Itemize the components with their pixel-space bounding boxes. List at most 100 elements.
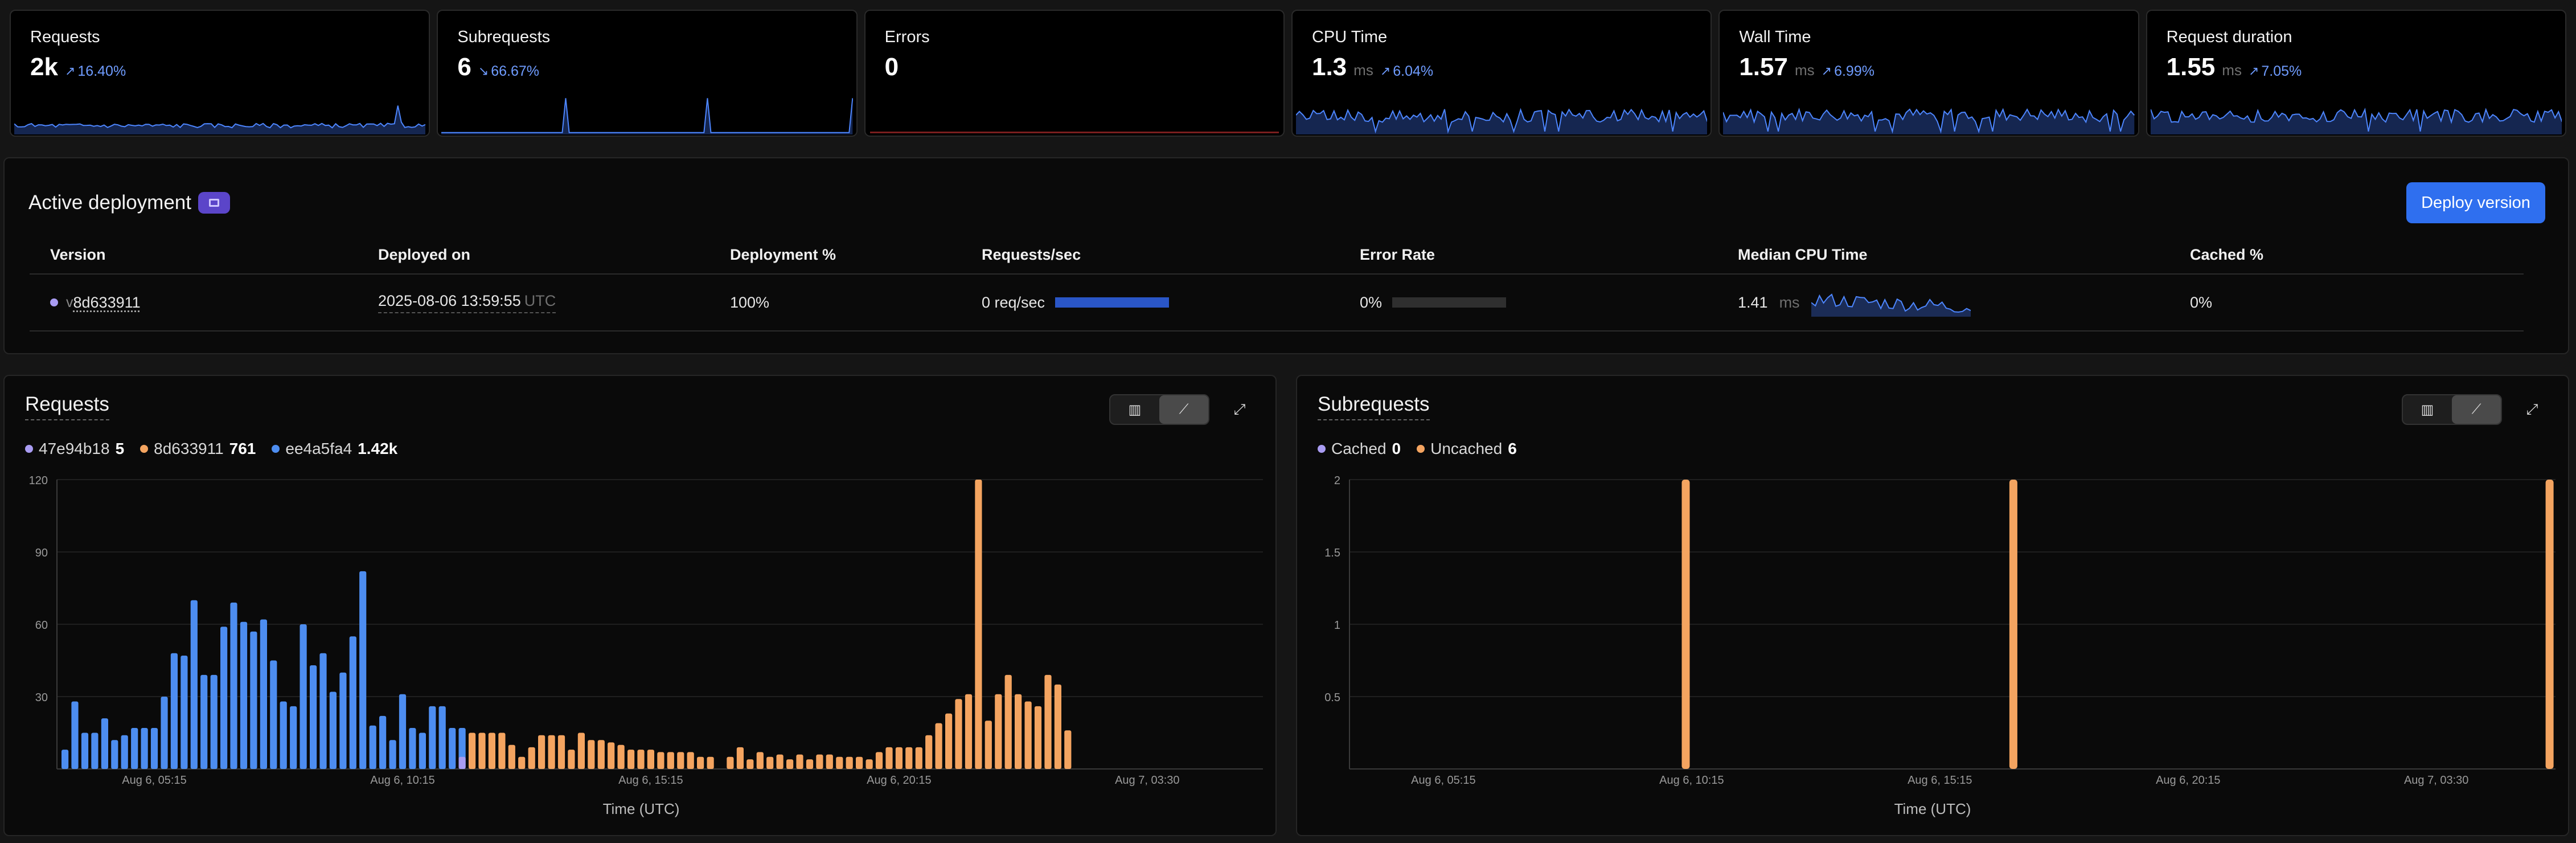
deployment-percent: 100% bbox=[730, 293, 770, 311]
chart-title[interactable]: Subrequests bbox=[1318, 393, 1430, 420]
bar bbox=[1054, 684, 1061, 769]
table-row: v 8d633911 2025-08-06 13:59:55 UTC 100% 0… bbox=[30, 275, 2524, 332]
metric-value: 2k bbox=[30, 53, 58, 81]
version-link[interactable]: 8d633911 bbox=[73, 293, 141, 311]
trend-value: 16.40% bbox=[77, 63, 126, 79]
x-tick-label: Aug 7, 03:30 bbox=[2404, 774, 2468, 787]
cached-percent: 0% bbox=[2190, 293, 2213, 311]
bar bbox=[111, 740, 118, 769]
bar bbox=[647, 750, 654, 769]
bar bbox=[657, 752, 664, 769]
bar bbox=[617, 744, 625, 769]
sparkline-area bbox=[1295, 109, 1708, 134]
bar bbox=[796, 754, 803, 769]
deploy-version-button[interactable]: Deploy version bbox=[2406, 182, 2545, 223]
sparkline-line bbox=[1295, 108, 1708, 134]
bar-chart-icon[interactable]: ▥ bbox=[1128, 402, 1142, 418]
x-tick-label: Aug 6, 05:15 bbox=[1411, 774, 1475, 787]
x-tick-label: Aug 7, 03:30 bbox=[1115, 774, 1179, 787]
chart-title[interactable]: Requests bbox=[25, 393, 109, 420]
bar bbox=[1015, 694, 1022, 769]
bar bbox=[637, 750, 645, 769]
sparkline bbox=[441, 98, 853, 134]
badge-icon bbox=[208, 199, 219, 207]
expand-icon[interactable]: ⤢ bbox=[1233, 400, 1246, 418]
deployment-info-badge[interactable] bbox=[198, 192, 230, 214]
y-tick-label: 0.5 bbox=[1324, 691, 1340, 704]
bar bbox=[627, 750, 635, 769]
bar bbox=[806, 759, 814, 769]
x-tick-label: Aug 6, 10:15 bbox=[1659, 774, 1724, 787]
bar bbox=[458, 756, 466, 769]
expand-icon[interactable]: ⤢ bbox=[2526, 400, 2538, 418]
x-tick-label: Aug 6, 15:15 bbox=[618, 774, 683, 787]
legend-item[interactable]: 47e94b18 5 bbox=[25, 440, 124, 458]
bar bbox=[389, 740, 396, 769]
legend-item[interactable]: Uncached 6 bbox=[1417, 440, 1517, 458]
sparkline-area bbox=[14, 105, 426, 134]
sparkline-flat bbox=[869, 132, 1279, 133]
bar bbox=[995, 694, 1002, 769]
bar bbox=[836, 756, 843, 769]
bar bbox=[488, 732, 495, 769]
chart-type-toggle: ▥ ⟋ bbox=[1109, 394, 1209, 425]
metric-unit: ms bbox=[1353, 62, 1373, 79]
trend-badge: ↗ 6.04% bbox=[1380, 63, 1433, 80]
line-chart-icon[interactable]: ⟋ bbox=[2452, 395, 2501, 424]
bar bbox=[538, 735, 545, 769]
bar bbox=[557, 735, 565, 769]
metric-card-subrequests[interactable]: Subrequests 6 ↘ 66.67% bbox=[437, 10, 858, 137]
y-tick-label: 1 bbox=[1334, 619, 1340, 632]
bar bbox=[677, 752, 684, 769]
metric-card-request-duration[interactable]: Request duration 1.55 ms ↗ 7.05% bbox=[2146, 10, 2566, 137]
bar bbox=[736, 747, 744, 769]
bar bbox=[965, 694, 973, 769]
bar bbox=[816, 754, 823, 769]
bar bbox=[508, 744, 515, 769]
requests-bar-chart: 30 60 90 120 Aug 6, 05:15 Aug 6, 10:15 Aug 6, … bbox=[29, 474, 1263, 787]
metric-card-requests[interactable]: Requests 2k ↗ 16.40% bbox=[10, 10, 430, 137]
column-header: Error Rate bbox=[1360, 246, 1435, 263]
trend-up-icon: ↗ bbox=[2248, 64, 2259, 78]
version-cell[interactable]: v 8d633911 bbox=[30, 275, 141, 330]
column-header: Deployed on bbox=[378, 246, 471, 263]
bar bbox=[230, 602, 237, 769]
legend-name: 8d633911 bbox=[154, 440, 224, 457]
bar bbox=[250, 631, 257, 769]
bar bbox=[826, 754, 833, 769]
legend-item[interactable]: ee4a5fa4 1.42k bbox=[272, 440, 397, 458]
metric-card-errors[interactable]: Errors 0 bbox=[864, 10, 1285, 137]
bar bbox=[597, 740, 605, 769]
bar bbox=[290, 706, 297, 769]
bar bbox=[548, 735, 555, 769]
bar bbox=[786, 759, 794, 769]
bar bbox=[568, 750, 575, 769]
sparkline-area bbox=[441, 98, 853, 134]
bar bbox=[141, 728, 148, 769]
bar bbox=[766, 756, 774, 769]
bar bbox=[409, 728, 416, 769]
trend-badge: ↗ 16.40% bbox=[65, 63, 126, 80]
metric-card-cpu-time[interactable]: CPU Time 1.3 ms ↗ 6.04% bbox=[1291, 10, 1712, 137]
legend-dot bbox=[272, 445, 280, 453]
bar bbox=[707, 756, 714, 769]
error-rate-bar bbox=[1392, 297, 1507, 308]
metric-card-wall-time[interactable]: Wall Time 1.57 ms ↗ 6.99% bbox=[1718, 10, 2139, 137]
line-chart-icon[interactable]: ⟋ bbox=[1159, 395, 1208, 424]
sparkline-line bbox=[1723, 108, 2135, 134]
trend-up-icon: ↗ bbox=[64, 64, 76, 78]
legend-item[interactable]: 8d633911 761 bbox=[140, 440, 256, 458]
requests-chart-panel: Requests ▥ ⟋ ⤢ 47e94b18 5 8d633911 761 ee4… bbox=[3, 375, 1277, 836]
sparkline-area bbox=[2150, 109, 2562, 134]
legend-item[interactable]: Cached 0 bbox=[1318, 440, 1401, 458]
bar bbox=[81, 732, 89, 769]
legend-count: 5 bbox=[115, 440, 125, 457]
sparkline-area bbox=[1723, 109, 2135, 134]
trend-value: 66.67% bbox=[491, 63, 540, 79]
table-header-row: Version Deployed on Deployment % Request… bbox=[30, 244, 2524, 275]
legend-dot bbox=[140, 445, 149, 453]
bar bbox=[955, 699, 962, 769]
metric-value: 1.3 bbox=[1311, 53, 1347, 81]
median-cpu-value: 1.41 bbox=[1738, 293, 1768, 311]
bar-chart-icon[interactable]: ▥ bbox=[2421, 402, 2434, 418]
